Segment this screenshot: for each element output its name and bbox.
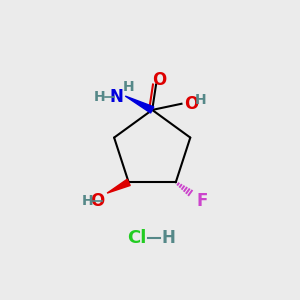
Text: H: H [161,229,175,247]
Text: F: F [196,192,208,210]
Text: O: O [152,71,166,89]
Text: H: H [82,194,93,208]
Polygon shape [107,179,130,193]
Text: H: H [94,90,105,104]
Polygon shape [125,96,154,113]
Text: H: H [195,93,206,107]
Text: H: H [122,80,134,94]
Text: O: O [184,95,199,113]
Text: Cl: Cl [127,229,146,247]
Text: O: O [91,192,105,210]
Text: N: N [110,88,124,106]
